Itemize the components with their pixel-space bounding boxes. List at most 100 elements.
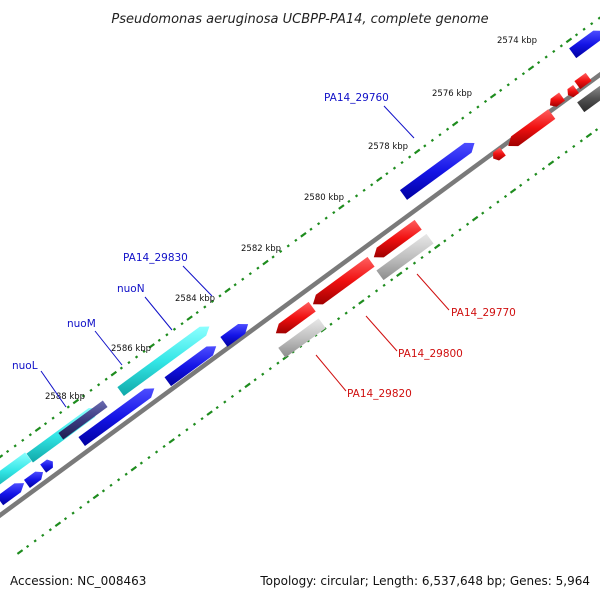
outer-tick bbox=[180, 322, 184, 326]
callout-line-pa14-29830 bbox=[182, 265, 213, 297]
forward-gene-row2 bbox=[164, 346, 217, 387]
tick-label: 2582 kbp bbox=[241, 244, 281, 254]
inner-tick bbox=[92, 493, 100, 500]
outer-tick bbox=[81, 394, 86, 398]
callout-line-nuol bbox=[40, 370, 67, 408]
gene-label-nuom[interactable]: nuoM bbox=[67, 318, 96, 330]
reverse-gene-small bbox=[574, 72, 592, 90]
outer-tick bbox=[468, 110, 472, 115]
tick-label: 2578 kbp bbox=[368, 142, 408, 152]
outer-tick bbox=[286, 244, 290, 248]
outer-tick bbox=[279, 249, 283, 254]
inner-tick bbox=[367, 294, 371, 299]
outer-tick bbox=[110, 370, 118, 377]
inner-tick bbox=[109, 483, 113, 487]
inner-tick bbox=[412, 261, 417, 265]
inner-tick bbox=[41, 533, 45, 537]
outer-tick bbox=[324, 216, 328, 220]
inner-tick bbox=[139, 461, 143, 465]
inner-tick bbox=[71, 511, 75, 515]
inner-tick bbox=[147, 455, 151, 460]
gene-label-pa14-29820[interactable]: PA14_29820 bbox=[347, 388, 412, 400]
gene-label-pa14-29760[interactable]: PA14_29760 bbox=[324, 92, 389, 104]
forward-gene-row2 bbox=[78, 388, 155, 447]
outer-tick bbox=[370, 183, 374, 187]
reverse-gene-pa14-29800 bbox=[312, 256, 375, 305]
inner-tick bbox=[86, 500, 90, 504]
outer-tick bbox=[271, 255, 275, 259]
gene-callouts bbox=[40, 105, 450, 408]
inner-tick bbox=[433, 243, 441, 250]
inner-tick bbox=[177, 433, 181, 437]
outer-tick bbox=[483, 99, 488, 104]
outer-tick bbox=[142, 349, 146, 354]
inner-tick bbox=[481, 211, 485, 215]
gene-label-pa14-29800[interactable]: PA14_29800 bbox=[398, 348, 463, 360]
outer-tick bbox=[172, 327, 177, 331]
outer-tick bbox=[127, 360, 131, 365]
outer-tick bbox=[536, 60, 541, 65]
inner-tick bbox=[579, 139, 583, 143]
inner-tick bbox=[16, 549, 24, 555]
tick-label: 2586 kbp bbox=[111, 344, 151, 354]
callout-line-nuon bbox=[144, 296, 173, 331]
inner-tick bbox=[215, 405, 219, 410]
inner-tick bbox=[336, 317, 341, 321]
outer-tick bbox=[400, 160, 404, 165]
outer-tick-track bbox=[0, 16, 600, 459]
inner-tick bbox=[496, 200, 500, 204]
gene-label-nuon[interactable]: nuoN bbox=[117, 283, 145, 295]
outer-tick bbox=[5, 449, 10, 454]
inner-tick bbox=[547, 160, 555, 166]
inner-tick bbox=[268, 367, 272, 371]
inner-tick bbox=[374, 289, 379, 293]
inner-tick bbox=[352, 305, 356, 310]
inner-tick bbox=[244, 382, 251, 389]
outer-tick bbox=[461, 116, 465, 120]
callout-line-nuom bbox=[94, 330, 123, 366]
inner-tick bbox=[534, 172, 538, 176]
inner-tick bbox=[230, 394, 235, 399]
outer-tick bbox=[104, 377, 108, 381]
outer-tick bbox=[134, 355, 139, 359]
callout-line-pa14-29820 bbox=[315, 354, 347, 392]
inner-tick bbox=[556, 155, 561, 160]
accession-text: Accession: NC_008463 bbox=[10, 574, 147, 588]
inner-tick bbox=[276, 361, 280, 365]
outer-tick bbox=[203, 305, 207, 309]
outer-tick bbox=[21, 438, 25, 442]
inner-tick bbox=[594, 128, 599, 132]
outer-tick bbox=[248, 272, 252, 276]
inner-tick bbox=[443, 239, 447, 243]
genome-backbone bbox=[0, 71, 600, 519]
inner-tick bbox=[154, 450, 159, 454]
outer-tick bbox=[195, 310, 199, 315]
inner-tick bbox=[396, 271, 403, 278]
inner-tick bbox=[79, 505, 83, 510]
gene-label-nuol[interactable]: nuoL bbox=[12, 360, 38, 372]
outer-tick bbox=[506, 83, 510, 87]
genome-summary-text: Topology: circular; Length: 6,537,648 bp… bbox=[260, 574, 590, 588]
gene-label-pa14-29770[interactable]: PA14_29770 bbox=[451, 307, 516, 319]
inner-tick bbox=[314, 333, 318, 337]
inner-tick bbox=[238, 389, 242, 393]
outer-tick bbox=[362, 188, 366, 192]
outer-tick bbox=[489, 93, 497, 99]
forward-gene-nuol bbox=[0, 452, 32, 485]
outer-tick bbox=[165, 333, 169, 337]
callout-line-pa14-29760 bbox=[383, 105, 415, 139]
outer-tick bbox=[0, 454, 4, 459]
gene-label-pa14-29830[interactable]: PA14_29830 bbox=[123, 252, 188, 264]
outer-tick bbox=[51, 416, 55, 420]
outer-tick bbox=[521, 72, 526, 76]
outer-tick bbox=[66, 405, 70, 409]
gene-features bbox=[0, 30, 600, 506]
forward-gene-small bbox=[40, 459, 53, 473]
tick-label: 2584 kbp bbox=[175, 294, 215, 304]
inner-tick bbox=[585, 132, 593, 139]
outer-tick bbox=[445, 127, 450, 131]
inner-tick bbox=[253, 378, 257, 382]
forward-gene-pa14-29760 bbox=[399, 142, 475, 200]
outer-tick bbox=[559, 44, 563, 48]
outer-tick bbox=[119, 366, 123, 370]
